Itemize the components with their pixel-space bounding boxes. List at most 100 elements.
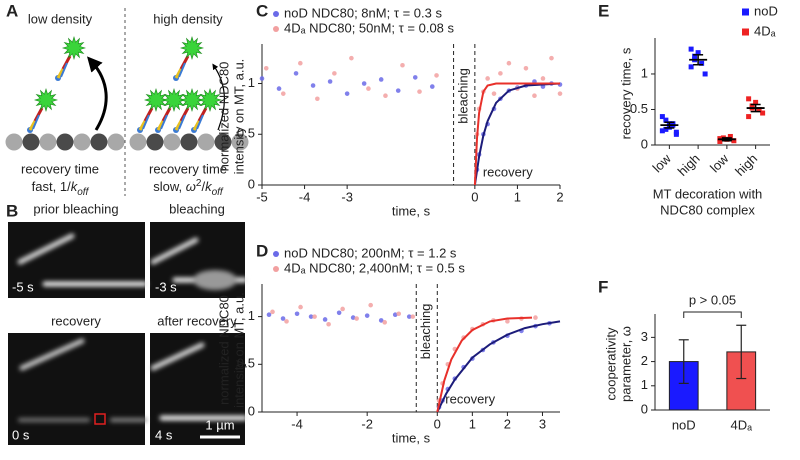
data-point — [298, 304, 303, 310]
text: / — [201, 179, 205, 194]
data-point — [663, 126, 669, 132]
ndc80-stalk — [174, 68, 183, 79]
data-point — [727, 133, 733, 139]
y-tick-label: 0 — [248, 176, 255, 191]
y-tick-label: 0 — [248, 403, 255, 418]
panel-label: A — [6, 1, 18, 20]
data-point — [688, 64, 694, 70]
ndc80-stalk — [143, 107, 154, 122]
x-tick-label: low — [650, 151, 675, 176]
x-tick-label: 2 — [504, 416, 511, 431]
scale-label: 1 µm — [205, 417, 234, 432]
data-point — [406, 314, 412, 319]
panel-label: D — [256, 241, 268, 260]
panel-b: B prior bleaching bleaching recovery aft… — [6, 201, 248, 445]
data-point — [327, 79, 333, 84]
data-point — [396, 311, 402, 317]
ndc80-stalk — [28, 120, 37, 131]
timestamp: -5 s — [12, 279, 34, 294]
data-point — [498, 71, 503, 76]
data-point — [366, 86, 371, 91]
fit-curve — [436, 320, 561, 413]
tubulin — [107, 133, 125, 151]
ndc80-stalk — [161, 107, 172, 122]
data-point — [702, 71, 708, 77]
tubulin — [56, 133, 74, 151]
x-tick-label: 1 — [469, 416, 476, 431]
text: k — [205, 179, 213, 194]
data-point — [280, 316, 286, 321]
tubulin — [180, 133, 198, 151]
annotation: bleaching — [456, 68, 471, 124]
data-point — [692, 53, 698, 59]
data-point — [378, 318, 384, 323]
data-point — [485, 76, 490, 81]
text: k — [71, 179, 79, 194]
ndc80-stalk — [33, 107, 44, 122]
x-axis-label: NDC80 complex — [660, 202, 755, 217]
x-tick-label: 0 — [471, 189, 478, 204]
data-point — [340, 306, 345, 312]
x-tick-label: high — [675, 151, 703, 179]
data-point — [326, 321, 331, 327]
annotation: recovery — [445, 391, 495, 406]
y-tick-label: 0.5 — [237, 356, 255, 371]
data-point — [673, 129, 679, 135]
data-point — [364, 313, 370, 318]
fit-curve — [473, 82, 561, 186]
data-point — [417, 89, 422, 94]
timestamp: 4 s — [155, 427, 173, 442]
tubulin — [129, 133, 147, 151]
fluorophore — [161, 87, 187, 113]
y-tick-label: 0 — [641, 136, 648, 151]
data-point — [699, 60, 705, 66]
label: recovery time — [149, 161, 227, 176]
x-tick-label: 4Dₐ — [731, 417, 753, 432]
data-point — [298, 60, 303, 66]
data-point — [276, 86, 282, 91]
x-tick-label: 2 — [556, 189, 563, 204]
x-tick-label: -4 — [291, 416, 303, 431]
data-point — [310, 83, 316, 88]
x-axis-label: time, s — [392, 203, 431, 218]
data-point — [434, 73, 439, 78]
data-point — [336, 310, 342, 316]
tubulin — [90, 133, 108, 151]
x-tick-label: -4 — [299, 189, 311, 204]
legend-marker — [742, 28, 749, 36]
x-tick-label: high — [732, 151, 760, 179]
fit-curve — [473, 82, 560, 186]
x-tick-label: -3 — [341, 189, 353, 204]
data-point — [350, 315, 356, 320]
fluorophore — [61, 35, 87, 61]
timestamp: 0 s — [12, 427, 30, 442]
data-point — [505, 319, 510, 324]
arrow — [212, 63, 225, 131]
ndc80-stalk — [60, 62, 68, 78]
tubulin — [5, 133, 23, 151]
data-point — [659, 114, 665, 120]
ndc80-stalk — [156, 120, 165, 131]
text: off — [77, 187, 89, 198]
tubulin — [22, 133, 40, 151]
data-point — [659, 128, 665, 134]
data-point — [753, 99, 759, 105]
y-tick-label: 0.5 — [630, 101, 648, 116]
tubulin — [163, 133, 181, 151]
data-point — [280, 91, 286, 96]
ndc80-stalk — [196, 114, 204, 130]
data-point — [293, 71, 299, 76]
arrow — [87, 56, 108, 131]
legend-label: 4Dₐ NDC80; 50nM; τ = 0.08 s — [284, 20, 455, 35]
legend-label: 4Dₐ — [754, 23, 776, 38]
data-point — [344, 91, 350, 96]
label: slow, ω2/koff — [153, 178, 224, 198]
micrograph — [8, 333, 145, 445]
y-axis-label: normalized NDC80 — [216, 62, 231, 172]
text: slow, — [153, 179, 186, 194]
microtubule-schematic — [5, 35, 249, 151]
y-tick-label: 1 — [248, 75, 255, 90]
data-point — [540, 76, 546, 81]
ndc80-stalk — [32, 114, 40, 130]
data-point — [263, 65, 269, 71]
